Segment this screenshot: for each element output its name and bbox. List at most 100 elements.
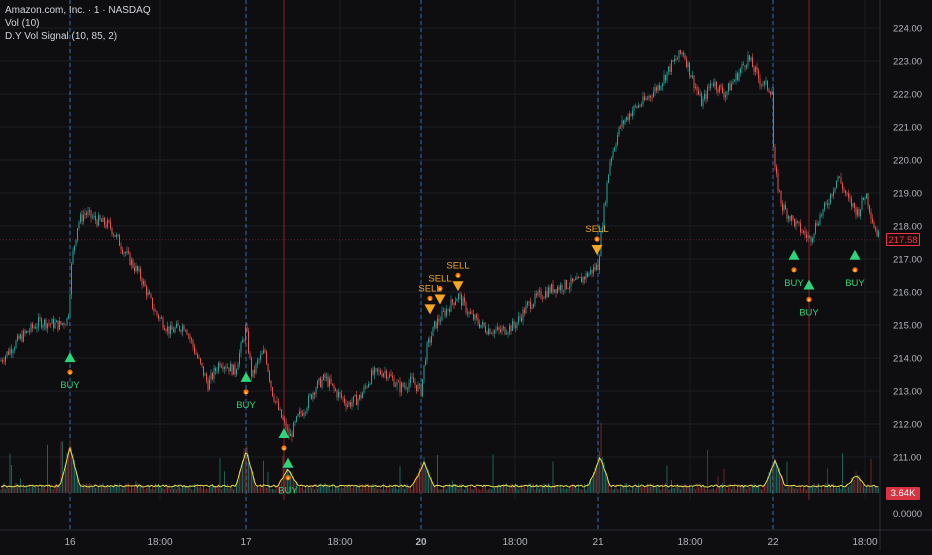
- candle: [252, 369, 254, 377]
- volume-bar: [843, 486, 845, 493]
- volume-bar: [690, 488, 692, 493]
- volume-bar: [635, 487, 636, 493]
- indicator-signal-label[interactable]: D.Y Vol Signal (10, 85, 2): [5, 31, 118, 42]
- candle: [474, 314, 476, 320]
- candle: [648, 95, 650, 99]
- volume-bar: [662, 484, 663, 493]
- candle: [12, 350, 14, 354]
- candle: [623, 120, 624, 124]
- candle: [134, 267, 135, 271]
- volume-bar: [435, 486, 437, 493]
- candle: [638, 105, 639, 108]
- candle: [828, 203, 830, 205]
- volume-bar: [404, 488, 405, 493]
- candle: [666, 71, 668, 81]
- candle: [588, 273, 590, 277]
- volume-bar: [701, 485, 702, 493]
- volume-bar: [398, 488, 399, 493]
- flame-icon: [244, 391, 248, 394]
- volume-bar: [99, 483, 101, 493]
- volume-bar: [386, 485, 387, 493]
- candle: [878, 231, 879, 237]
- candle: [50, 323, 51, 325]
- candle: [713, 83, 714, 87]
- candle: [807, 235, 809, 238]
- volume-bar: [447, 486, 449, 493]
- candle: [513, 321, 515, 326]
- volume-bar: [114, 483, 116, 493]
- volume-bar: [584, 484, 585, 493]
- volume-bar: [839, 486, 840, 493]
- volume-bar: [624, 483, 626, 493]
- candle: [290, 433, 291, 437]
- volume-bar: [875, 485, 876, 493]
- volume-bar: [320, 483, 321, 493]
- volume-bar: [311, 487, 312, 493]
- volume-bar: [524, 484, 525, 493]
- volume-bar: [872, 485, 873, 493]
- candle: [530, 301, 531, 309]
- candle: [18, 335, 20, 339]
- volume-bar: [24, 488, 26, 493]
- candle: [233, 364, 234, 375]
- candle: [165, 330, 167, 332]
- candle: [200, 358, 201, 363]
- volume-bar: [143, 487, 144, 493]
- candle: [365, 386, 366, 388]
- candle: [2, 360, 3, 362]
- candle: [180, 330, 182, 332]
- candle: [315, 388, 317, 395]
- candle: [438, 318, 440, 322]
- candle: [269, 371, 270, 381]
- candle: [794, 218, 795, 227]
- volume-bar: [443, 485, 444, 493]
- volume-bar: [803, 486, 804, 493]
- candle: [689, 62, 690, 76]
- candle: [605, 202, 606, 205]
- candle: [602, 227, 603, 232]
- sell-signal-marker: [424, 304, 436, 315]
- volume-bar: [204, 488, 206, 493]
- candle: [449, 309, 450, 312]
- candle: [581, 277, 582, 283]
- volume-bar: [194, 483, 195, 493]
- volume-bar: [531, 483, 533, 493]
- volume-bar: [41, 484, 42, 493]
- volume-bar: [830, 487, 831, 493]
- candle: [779, 190, 780, 192]
- time-tick-label: 20: [415, 537, 427, 548]
- volume-bar: [98, 485, 99, 493]
- candle: [830, 194, 831, 204]
- volume-bar: [83, 483, 84, 493]
- volume-bar: [420, 465, 422, 493]
- candle: [726, 91, 728, 96]
- candle: [35, 327, 36, 329]
- volume-bar: [219, 458, 221, 493]
- sell-signal-marker: [452, 281, 464, 292]
- volume-bar: [732, 486, 734, 493]
- volume-bar: [188, 486, 189, 493]
- buy-signal-marker: [64, 352, 76, 363]
- candle: [869, 205, 870, 212]
- candle: [624, 120, 626, 124]
- volume-bar: [285, 468, 287, 493]
- candle: [197, 354, 198, 358]
- candle: [558, 287, 560, 290]
- candle: [737, 73, 738, 81]
- volume-bar: [597, 455, 599, 493]
- indicator-vol-label[interactable]: Vol (10): [5, 18, 40, 29]
- volume-bar: [305, 486, 306, 493]
- volume-bar: [372, 483, 374, 493]
- volume-bar: [252, 471, 254, 493]
- volume-bar: [483, 485, 485, 493]
- candle: [107, 220, 108, 228]
- candle: [635, 105, 636, 107]
- volume-bar: [470, 484, 471, 493]
- volume-bar: [174, 485, 176, 493]
- symbol-title[interactable]: Amazon.com, Inc. · 1 · NASDAQ: [5, 5, 151, 16]
- candle: [356, 394, 357, 406]
- candle: [465, 301, 467, 313]
- volume-bar: [497, 484, 498, 493]
